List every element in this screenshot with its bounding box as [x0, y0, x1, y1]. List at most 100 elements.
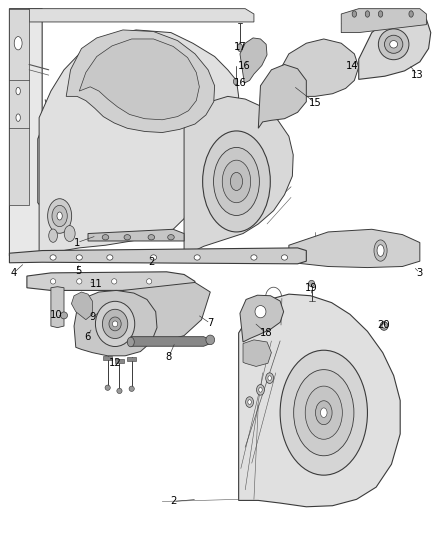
Polygon shape	[103, 356, 112, 360]
Polygon shape	[74, 290, 157, 356]
Text: 9: 9	[89, 312, 95, 322]
Polygon shape	[88, 229, 184, 241]
Polygon shape	[184, 96, 293, 256]
Text: 20: 20	[378, 320, 390, 330]
Polygon shape	[127, 357, 136, 361]
Ellipse shape	[102, 235, 109, 240]
Ellipse shape	[76, 255, 82, 260]
Polygon shape	[29, 9, 254, 22]
Ellipse shape	[248, 400, 251, 405]
Ellipse shape	[321, 408, 327, 417]
Text: 14: 14	[346, 61, 358, 70]
Ellipse shape	[147, 279, 152, 284]
Polygon shape	[272, 39, 359, 96]
Ellipse shape	[305, 386, 343, 439]
Ellipse shape	[293, 369, 354, 456]
Polygon shape	[51, 287, 64, 328]
Ellipse shape	[352, 11, 357, 17]
Ellipse shape	[129, 386, 134, 391]
Polygon shape	[258, 64, 306, 128]
Ellipse shape	[409, 11, 413, 17]
Text: 11: 11	[89, 279, 102, 288]
Ellipse shape	[382, 324, 386, 328]
Polygon shape	[79, 39, 199, 120]
Text: 16: 16	[233, 78, 246, 88]
Text: 8: 8	[166, 352, 172, 362]
Ellipse shape	[365, 11, 370, 17]
Ellipse shape	[107, 255, 113, 260]
Text: 5: 5	[75, 266, 81, 276]
Ellipse shape	[380, 322, 388, 330]
Polygon shape	[27, 272, 195, 290]
Ellipse shape	[52, 205, 67, 227]
Ellipse shape	[109, 317, 121, 331]
Ellipse shape	[124, 235, 131, 240]
Ellipse shape	[16, 87, 20, 95]
Ellipse shape	[378, 29, 409, 60]
Ellipse shape	[230, 172, 243, 190]
Ellipse shape	[112, 279, 117, 284]
Ellipse shape	[268, 376, 272, 381]
Ellipse shape	[127, 337, 134, 347]
Text: 2: 2	[148, 257, 155, 267]
Ellipse shape	[390, 41, 398, 48]
Ellipse shape	[255, 305, 266, 318]
Text: 2: 2	[170, 496, 177, 506]
Ellipse shape	[214, 148, 259, 215]
Text: 13: 13	[411, 70, 424, 80]
Polygon shape	[39, 30, 239, 256]
Polygon shape	[10, 248, 306, 264]
Ellipse shape	[194, 255, 200, 260]
Ellipse shape	[315, 401, 332, 425]
Ellipse shape	[206, 335, 215, 345]
Ellipse shape	[150, 255, 156, 260]
Polygon shape	[341, 9, 426, 33]
Ellipse shape	[48, 199, 72, 233]
Text: 19: 19	[305, 283, 318, 293]
Ellipse shape	[77, 279, 82, 284]
Polygon shape	[359, 14, 431, 79]
Ellipse shape	[282, 255, 288, 260]
Ellipse shape	[233, 78, 238, 85]
Ellipse shape	[64, 225, 75, 241]
Ellipse shape	[222, 160, 251, 203]
Polygon shape	[10, 9, 42, 256]
Ellipse shape	[148, 235, 155, 240]
Ellipse shape	[50, 279, 56, 284]
Ellipse shape	[113, 321, 118, 327]
Ellipse shape	[105, 385, 110, 390]
Polygon shape	[240, 38, 267, 83]
Text: 7: 7	[207, 318, 213, 328]
Polygon shape	[10, 9, 29, 205]
Polygon shape	[115, 359, 124, 364]
Ellipse shape	[102, 309, 128, 338]
Ellipse shape	[237, 44, 243, 52]
Ellipse shape	[377, 245, 384, 256]
Ellipse shape	[251, 255, 257, 260]
Ellipse shape	[95, 301, 135, 346]
Ellipse shape	[385, 35, 403, 53]
Text: 10: 10	[50, 310, 63, 320]
Ellipse shape	[168, 235, 174, 240]
Ellipse shape	[60, 312, 67, 319]
Ellipse shape	[374, 240, 387, 261]
Ellipse shape	[203, 131, 270, 232]
Text: 3: 3	[417, 268, 423, 278]
Ellipse shape	[308, 280, 314, 287]
Polygon shape	[71, 292, 92, 320]
Text: 4: 4	[11, 268, 17, 278]
Ellipse shape	[266, 373, 274, 383]
Text: 16: 16	[238, 61, 251, 70]
Text: 17: 17	[233, 43, 246, 52]
Polygon shape	[239, 294, 400, 507]
Ellipse shape	[280, 350, 367, 475]
Polygon shape	[243, 340, 272, 367]
Polygon shape	[289, 229, 420, 268]
Ellipse shape	[14, 37, 22, 50]
Text: 12: 12	[109, 358, 122, 368]
Text: 6: 6	[84, 332, 90, 342]
Ellipse shape	[16, 114, 20, 122]
Ellipse shape	[57, 212, 62, 220]
Ellipse shape	[50, 255, 56, 260]
Polygon shape	[240, 295, 284, 342]
